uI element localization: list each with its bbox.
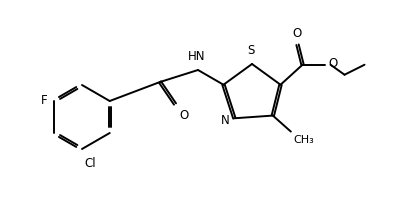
Text: S: S [247, 44, 255, 57]
Text: N: N [221, 114, 230, 127]
Text: HN: HN [188, 50, 206, 63]
Text: O: O [179, 109, 188, 122]
Text: Cl: Cl [84, 157, 96, 170]
Text: F: F [41, 93, 48, 106]
Text: O: O [292, 27, 301, 40]
Text: CH₃: CH₃ [294, 135, 314, 145]
Text: O: O [328, 57, 338, 70]
